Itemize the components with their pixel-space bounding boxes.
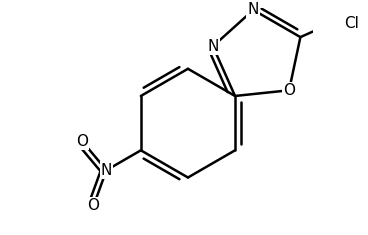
Text: N: N (248, 2, 259, 17)
Text: N: N (207, 39, 219, 54)
Text: O: O (88, 198, 100, 213)
Text: O: O (283, 83, 295, 98)
Text: N: N (101, 163, 112, 178)
Text: O: O (76, 134, 88, 149)
Text: Cl: Cl (344, 16, 360, 31)
